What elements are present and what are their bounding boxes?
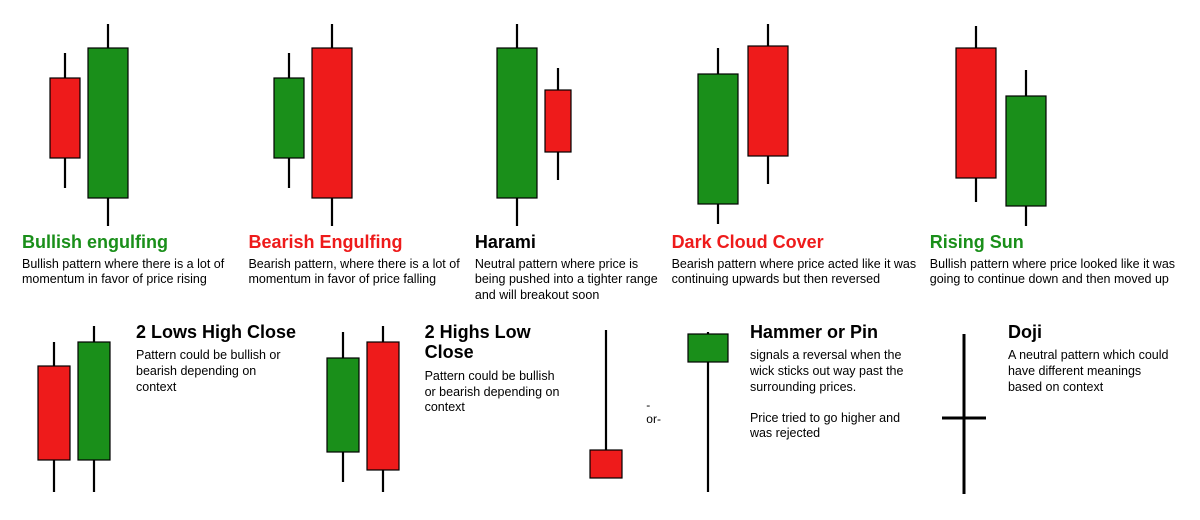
pattern-title: Bearish Engulfing xyxy=(248,232,464,253)
doji-diagram xyxy=(934,322,994,502)
pattern-title: Dark Cloud Cover xyxy=(672,232,920,253)
pattern-desc: Bullish pattern where price looked like … xyxy=(930,257,1178,288)
or-separator: -or- xyxy=(644,398,666,426)
pattern-title: Rising Sun xyxy=(930,232,1178,253)
candle-diagram xyxy=(248,18,464,228)
candle-diagram xyxy=(475,18,662,228)
candle-diagram xyxy=(580,322,630,502)
patterns-row-1: Bullish engulfing Bullish pattern where … xyxy=(22,18,1178,304)
pattern-title: Bullish engulfing xyxy=(22,232,238,253)
pattern-title: 2 Highs Low Close xyxy=(425,322,567,363)
pattern-desc: Neutral pattern where price is being pus… xyxy=(475,257,662,304)
candle-diagram xyxy=(311,322,411,502)
pattern-desc: Pattern could be bullish or bearish depe… xyxy=(425,369,567,416)
candle-diagram xyxy=(22,18,238,228)
pattern-desc: A neutral pattern which could have diffe… xyxy=(1008,348,1178,395)
pattern-doji: Doji A neutral pattern which could have … xyxy=(1008,322,1178,396)
candle-diagram xyxy=(672,18,920,228)
pattern-desc: Bullish pattern where there is a lot of … xyxy=(22,257,238,288)
candle-diagram xyxy=(22,322,122,502)
candle-diagram xyxy=(930,18,1178,228)
pattern-bearish-engulfing: Bearish Engulfing Bearish pattern, where… xyxy=(248,18,464,288)
pattern-bullish-engulfing: Bullish engulfing Bullish pattern where … xyxy=(22,18,238,288)
pattern-hammer-or-pin: Hammer or Pin signals a reversal when th… xyxy=(750,322,920,442)
pattern-rising-sun: Rising Sun Bullish pattern where price l… xyxy=(930,18,1178,288)
pattern-title: 2 Lows High Close xyxy=(136,322,297,343)
pattern-desc: Pattern could be bullish or bearish depe… xyxy=(136,348,297,395)
pattern-desc: Bearish pattern where price acted like i… xyxy=(672,257,920,288)
pattern-desc: signals a reversal when the wick sticks … xyxy=(750,348,920,442)
pattern-title: Doji xyxy=(1008,322,1178,343)
pattern-two-highs-low-close: 2 Highs Low Close Pattern could be bulli… xyxy=(425,322,567,416)
pattern-harami: Harami Neutral pattern where price is be… xyxy=(475,18,662,304)
pattern-desc: Bearish pattern, where there is a lot of… xyxy=(248,257,464,288)
candle-diagram xyxy=(680,322,736,502)
pattern-two-lows-high-close: 2 Lows High Close Pattern could be bulli… xyxy=(136,322,297,396)
patterns-row-2: 2 Lows High Close Pattern could be bulli… xyxy=(22,322,1178,502)
pattern-title: Harami xyxy=(475,232,662,253)
pattern-title: Hammer or Pin xyxy=(750,322,920,343)
pattern-dark-cloud-cover: Dark Cloud Cover Bearish pattern where p… xyxy=(672,18,920,288)
